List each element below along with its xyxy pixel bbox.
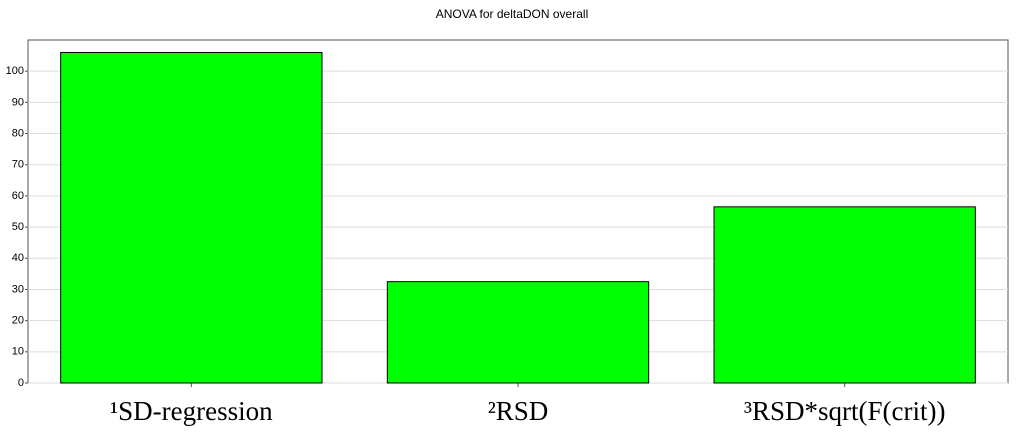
x-tick-label: ²RSD — [488, 396, 549, 426]
x-tick-label: ³RSD*sqrt(F(crit)) — [744, 396, 946, 426]
x-tick-label: ¹SD-regression — [110, 396, 273, 426]
y-tick-label: 60 — [12, 190, 24, 202]
y-tick-label: 40 — [12, 252, 24, 264]
y-tick-label: 30 — [12, 283, 24, 295]
y-tick-label: 20 — [12, 315, 24, 327]
chart-title: ANOVA for deltaDON overall — [436, 7, 589, 21]
y-tick-label: 80 — [12, 127, 24, 139]
bar — [713, 206, 976, 384]
y-tick-label: 100 — [6, 65, 24, 77]
y-tick-label: 70 — [12, 159, 24, 171]
y-tick-label: 90 — [12, 96, 24, 108]
y-tick-label: 10 — [12, 346, 24, 358]
y-tick-label: 50 — [12, 221, 24, 233]
y-tick-label: 0 — [18, 377, 24, 389]
bar — [60, 51, 323, 384]
bar — [386, 281, 650, 384]
